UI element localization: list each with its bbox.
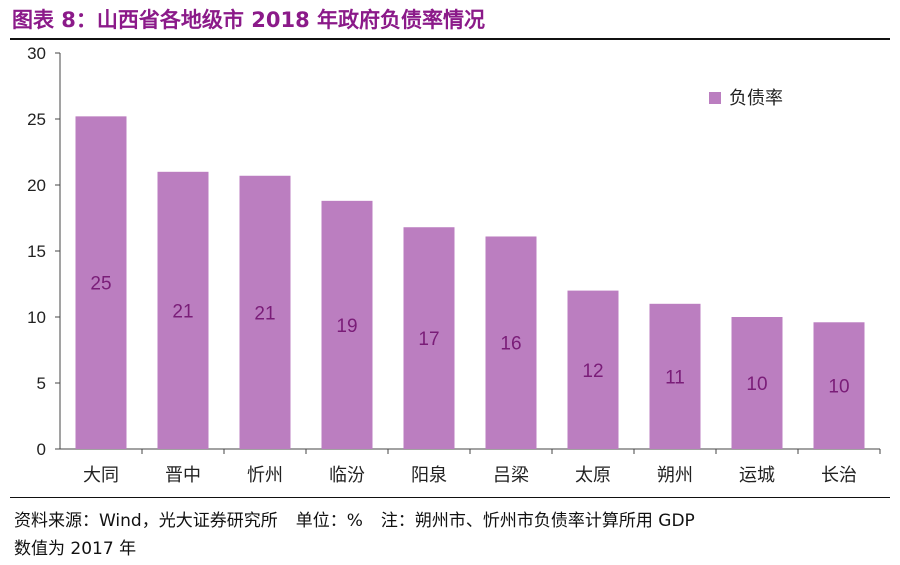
bar-1: [75, 116, 127, 450]
y-tick-label: 25: [27, 110, 46, 129]
footer-line-1: 资料来源：Wind，光大证券研究所 单位：% 注：朔州市、忻州市负债率计算所用 GD…: [14, 506, 695, 531]
bar-value-label: 10: [746, 374, 767, 395]
y-tick-label: 20: [27, 176, 46, 195]
y-tick-label: 30: [27, 44, 46, 63]
bar-value-label: 17: [418, 329, 439, 350]
bar-value-label: 11: [665, 367, 685, 388]
chart-title: 图表 8：山西省各地级市 2018 年政府负债率情况: [12, 8, 485, 32]
note-text-continued: 数值为 2017 年: [14, 539, 137, 559]
bar-value-label: 10: [828, 377, 849, 398]
bar-value-label: 21: [172, 301, 193, 322]
bar-3: [239, 175, 291, 449]
bar-value-label: 21: [254, 303, 275, 324]
source-text: 资料来源：Wind，光大证券研究所: [14, 511, 278, 531]
y-tick-label: 0: [37, 440, 46, 459]
bar-10: [813, 322, 865, 449]
title-divider: [10, 38, 890, 40]
bar-value-label: 12: [582, 361, 603, 382]
x-category-label: 晋中: [165, 465, 201, 486]
bar-8: [649, 303, 701, 449]
bar-4: [321, 200, 373, 449]
bar-value-label: 25: [90, 274, 111, 295]
bar-6: [485, 236, 537, 449]
y-tick-label: 10: [27, 308, 46, 327]
bar-2: [157, 171, 209, 450]
bar-5: [403, 227, 455, 449]
x-category-label: 忻州: [247, 465, 283, 486]
legend-label: 负债率: [729, 88, 783, 109]
x-category-label: 运城: [739, 465, 775, 486]
bar-chart: 0 5 10 15 20 25 30 25 大同 21 晋中 21 忻州 19 临汾 17 阳泉 16 吕梁 12 太原…: [27, 44, 881, 486]
legend-swatch: [709, 92, 721, 104]
bar-value-label: 19: [336, 316, 357, 337]
x-category-label: 吕梁: [493, 465, 529, 486]
x-category-label: 临汾: [329, 465, 365, 486]
x-category-label: 阳泉: [411, 465, 447, 486]
x-category-label: 长治: [821, 465, 857, 486]
x-category-label: 太原: [575, 465, 611, 486]
y-tick-label: 15: [27, 242, 46, 261]
x-category-label: 大同: [83, 465, 119, 486]
bar-value-label: 16: [500, 334, 521, 355]
note-text: 注：朔州市、忻州市负债率计算所用 GDP: [380, 511, 695, 531]
bar-9: [731, 317, 783, 449]
y-tick-label: 5: [37, 374, 46, 393]
footer-divider: [10, 497, 890, 498]
bar-7: [567, 290, 619, 449]
unit-text: 单位：%: [295, 511, 363, 531]
x-category-label: 朔州: [657, 465, 693, 486]
